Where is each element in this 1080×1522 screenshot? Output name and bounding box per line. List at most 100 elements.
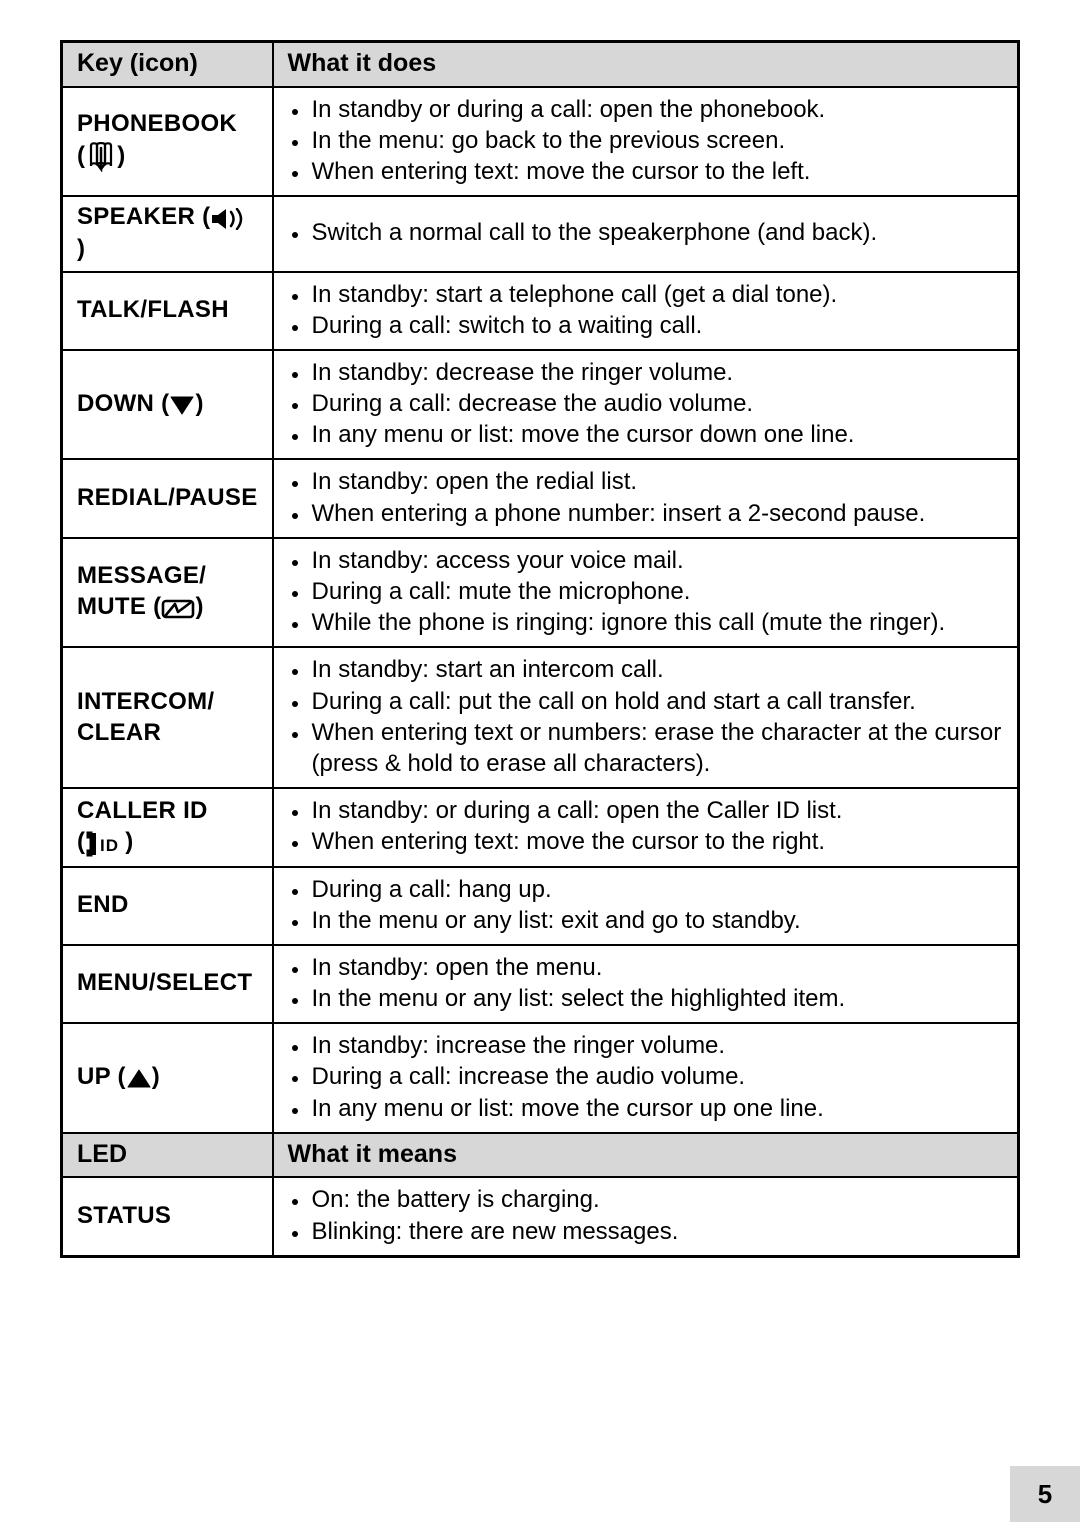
action-list: In standby: decrease the ringer volume.D… — [288, 357, 1003, 451]
action-list: In standby or during a call: open the ph… — [288, 94, 1003, 188]
key-label: mute — [77, 593, 146, 620]
key-reference-table: Key (icon) What it does Phonebook( )In s… — [60, 40, 1020, 1258]
action-list: During a call: hang up.In the menu or an… — [288, 874, 1003, 936]
table-row: End During a call: hang up.In the menu or… — [62, 867, 1019, 945]
action-item: When entering text: move the cursor to t… — [310, 826, 1003, 857]
key-label: End — [77, 891, 129, 918]
key-label: Up — [77, 1063, 111, 1090]
key-cell: End — [62, 867, 273, 945]
key-label: Talk/flash — [77, 296, 229, 323]
key-label: Intercom/ — [77, 688, 214, 715]
action-item: In standby: open the redial list. — [310, 466, 1003, 497]
action-cell: In standby or during a call: open the ph… — [273, 87, 1019, 197]
action-item: In the menu: go back to the previous scr… — [310, 125, 1003, 156]
key-cell: Up ( ) — [62, 1023, 273, 1133]
action-item: During a call: put the call on hold and … — [310, 686, 1003, 717]
action-item: During a call: mute the microphone. — [310, 576, 1003, 607]
action-cell: Switch a normal call to the speakerphone… — [273, 196, 1019, 271]
speaker-icon — [210, 208, 252, 230]
action-item: In any menu or list: move the cursor dow… — [310, 419, 1003, 450]
action-item: On: the battery is charging. — [310, 1184, 1003, 1215]
key-label: Down — [77, 390, 154, 417]
action-cell: In standby: start a telephone call (get … — [273, 272, 1019, 350]
action-item: During a call: hang up. — [310, 874, 1003, 905]
key-label: Caller ID — [77, 797, 208, 824]
table-header-row: Key (icon) What it does — [62, 42, 1019, 87]
header-key-icon: Key (icon) — [62, 42, 273, 87]
action-item: In standby: or during a call: open the C… — [310, 795, 1003, 826]
header-what-it-means: What it means — [273, 1133, 1019, 1178]
key-cell: Intercom/clear — [62, 647, 273, 788]
key-cell: Speaker ( ) — [62, 196, 273, 271]
action-list: In standby: access your voice mail.Durin… — [288, 545, 1003, 639]
action-cell: During a call: hang up.In the menu or an… — [273, 867, 1019, 945]
key-label: Phonebook — [77, 110, 237, 137]
action-cell: In standby: decrease the ringer volume.D… — [273, 350, 1019, 460]
action-list: In standby: start an intercom call.Durin… — [288, 654, 1003, 779]
table-row: Redial/pause In standby: open the redial … — [62, 459, 1019, 537]
action-cell: In standby: open the redial list.When en… — [273, 459, 1019, 537]
action-cell: In standby: or during a call: open the C… — [273, 788, 1019, 866]
action-cell: In standby: start an intercom call.Durin… — [273, 647, 1019, 788]
action-item: In standby: start a telephone call (get … — [310, 279, 1003, 310]
action-item: During a call: decrease the audio volume… — [310, 388, 1003, 419]
svg-text:ID: ID — [100, 836, 119, 855]
table-row: Down ( )In standby: decrease the ringer … — [62, 350, 1019, 460]
key-cell: Caller ID( ID ) — [62, 788, 273, 866]
action-cell: In standby: access your voice mail.Durin… — [273, 538, 1019, 648]
up-icon — [126, 1068, 152, 1090]
action-item: When entering text or numbers: erase the… — [310, 717, 1003, 779]
table-row: Message/mute ( )In standby: access your … — [62, 538, 1019, 648]
table-row: Caller ID( ID ) In standby: or during a c… — [62, 788, 1019, 866]
key-cell: Redial/pause — [62, 459, 273, 537]
action-item: In the menu or any list: select the high… — [310, 983, 1003, 1014]
key-cell: Message/mute ( ) — [62, 538, 273, 648]
action-item: In standby: start an intercom call. — [310, 654, 1003, 685]
key-label: Speaker — [77, 203, 195, 230]
action-item: Blinking: there are new messages. — [310, 1216, 1003, 1247]
table-row: Talk/flash In standby: start a telephone … — [62, 272, 1019, 350]
key-label: Redial/pause — [77, 484, 258, 511]
action-item: In standby or during a call: open the ph… — [310, 94, 1003, 125]
header-led: LED — [62, 1133, 273, 1178]
action-list: In standby: open the redial list.When en… — [288, 466, 1003, 528]
page: Key (icon) What it does Phonebook( )In s… — [0, 0, 1080, 1522]
action-item: During a call: increase the audio volume… — [310, 1061, 1003, 1092]
key-cell: Menu/select — [62, 945, 273, 1023]
key-cell: Down ( ) — [62, 350, 273, 460]
key-cell: Status — [62, 1177, 273, 1256]
mute-icon — [161, 598, 195, 620]
action-item: In standby: decrease the ringer volume. — [310, 357, 1003, 388]
down-icon — [169, 394, 195, 416]
action-list: In standby: open the menu.In the menu or… — [288, 952, 1003, 1014]
table-row: Phonebook( )In standby or during a call:… — [62, 87, 1019, 197]
action-item: While the phone is ringing: ignore this … — [310, 607, 1003, 638]
callerid-icon: ID — [85, 831, 125, 857]
table-row: Intercom/clearIn standby: start an inter… — [62, 647, 1019, 788]
action-list: On: the battery is charging.Blinking: th… — [288, 1184, 1003, 1246]
action-list: In standby: or during a call: open the C… — [288, 795, 1003, 857]
table-header-row: LEDWhat it means — [62, 1133, 1019, 1178]
action-cell: In standby: increase the ringer volume.D… — [273, 1023, 1019, 1133]
action-item: In standby: access your voice mail. — [310, 545, 1003, 576]
key-label: clear — [77, 719, 161, 746]
action-item: In standby: open the menu. — [310, 952, 1003, 983]
action-item: In the menu or any list: exit and go to … — [310, 905, 1003, 936]
key-label: Status — [77, 1202, 171, 1229]
action-list: In standby: start a telephone call (get … — [288, 279, 1003, 341]
action-item: When entering a phone number: insert a 2… — [310, 498, 1003, 529]
page-number: 5 — [1010, 1466, 1080, 1522]
action-item: In any menu or list: move the cursor up … — [310, 1093, 1003, 1124]
table-row: Menu/select In standby: open the menu.In … — [62, 945, 1019, 1023]
key-label: Menu/select — [77, 969, 252, 996]
action-cell: In standby: open the menu.In the menu or… — [273, 945, 1019, 1023]
phonebook-icon — [85, 142, 117, 172]
action-list: In standby: increase the ringer volume.D… — [288, 1030, 1003, 1124]
action-item: Switch a normal call to the speakerphone… — [310, 217, 1003, 248]
table-row: Up ( )In standby: increase the ringer vo… — [62, 1023, 1019, 1133]
header-what-it-does: What it does — [273, 42, 1019, 87]
key-label: Message/ — [77, 562, 206, 589]
table-row: Speaker ( ) Switch a normal call to the s… — [62, 196, 1019, 271]
action-item: When entering text: move the cursor to t… — [310, 156, 1003, 187]
action-list: Switch a normal call to the speakerphone… — [288, 217, 1003, 248]
